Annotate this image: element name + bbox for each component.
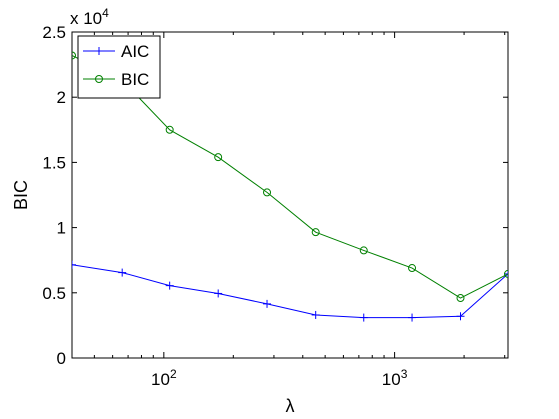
series-aic-point-9	[504, 269, 508, 278]
y-tick-label-5: 2.5	[42, 23, 66, 42]
x-tick-label-exp-1: 3	[401, 367, 408, 381]
series-bic-point-5	[311, 228, 320, 237]
series-bic-point-8	[456, 294, 465, 303]
x-tick-label-base-1: 10	[382, 370, 401, 389]
series-bic-line	[72, 55, 508, 299]
legend-bic-marker	[95, 75, 103, 83]
series-aic-point-4	[263, 299, 272, 308]
series-bic-point-7	[408, 264, 417, 273]
series-aic-point-7	[408, 313, 417, 322]
series-aic-point-2	[165, 281, 174, 290]
y-axis-label: BIC	[11, 180, 31, 210]
series-layer	[72, 51, 508, 322]
y-axis-ticks: 0 0.5 1 1.5 2 2.5	[42, 23, 508, 368]
legend-aic-label: AIC	[121, 42, 149, 61]
series-aic-point-1	[118, 268, 127, 277]
series-bic-point-9	[504, 269, 508, 278]
series-bic-point-4	[263, 188, 272, 197]
series-aic-point-0	[72, 260, 76, 269]
x-tick-label-exp-0: 2	[170, 367, 177, 381]
series-bic-point-2	[165, 125, 174, 134]
x-tick-label-base-0: 10	[151, 370, 170, 389]
legend-bic-label: BIC	[121, 70, 149, 89]
series-bic-point-6	[359, 246, 368, 255]
y-exponent-base: x 10	[70, 9, 102, 28]
y-tick-label-2: 1	[57, 219, 66, 238]
y-exponent-label: x 104	[70, 6, 109, 28]
series-bic-point-3	[214, 153, 223, 162]
series-aic-point-5	[311, 310, 320, 319]
x-axis-label: λ	[286, 396, 295, 416]
series-aic-point-8	[456, 312, 465, 321]
y-exponent-power: 4	[102, 6, 109, 20]
series-aic-point-3	[214, 289, 223, 298]
y-tick-label-4: 2	[57, 88, 66, 107]
y-tick-label-0: 0	[57, 349, 66, 368]
legend: AIC BIC	[77, 35, 161, 99]
series-aic-point-6	[359, 313, 368, 322]
y-tick-label-3: 1.5	[42, 153, 66, 172]
series-aic	[72, 260, 508, 322]
y-tick-label-1: 0.5	[42, 284, 66, 303]
series-bic-point-0	[72, 51, 76, 60]
x-axis-ticks: 102 103	[71, 32, 506, 389]
series-bic	[72, 51, 508, 303]
x-tick-label-0: 102	[151, 367, 177, 389]
x-tick-label-1: 103	[382, 367, 408, 389]
series-aic-line	[72, 264, 508, 319]
legend-box	[77, 35, 161, 99]
